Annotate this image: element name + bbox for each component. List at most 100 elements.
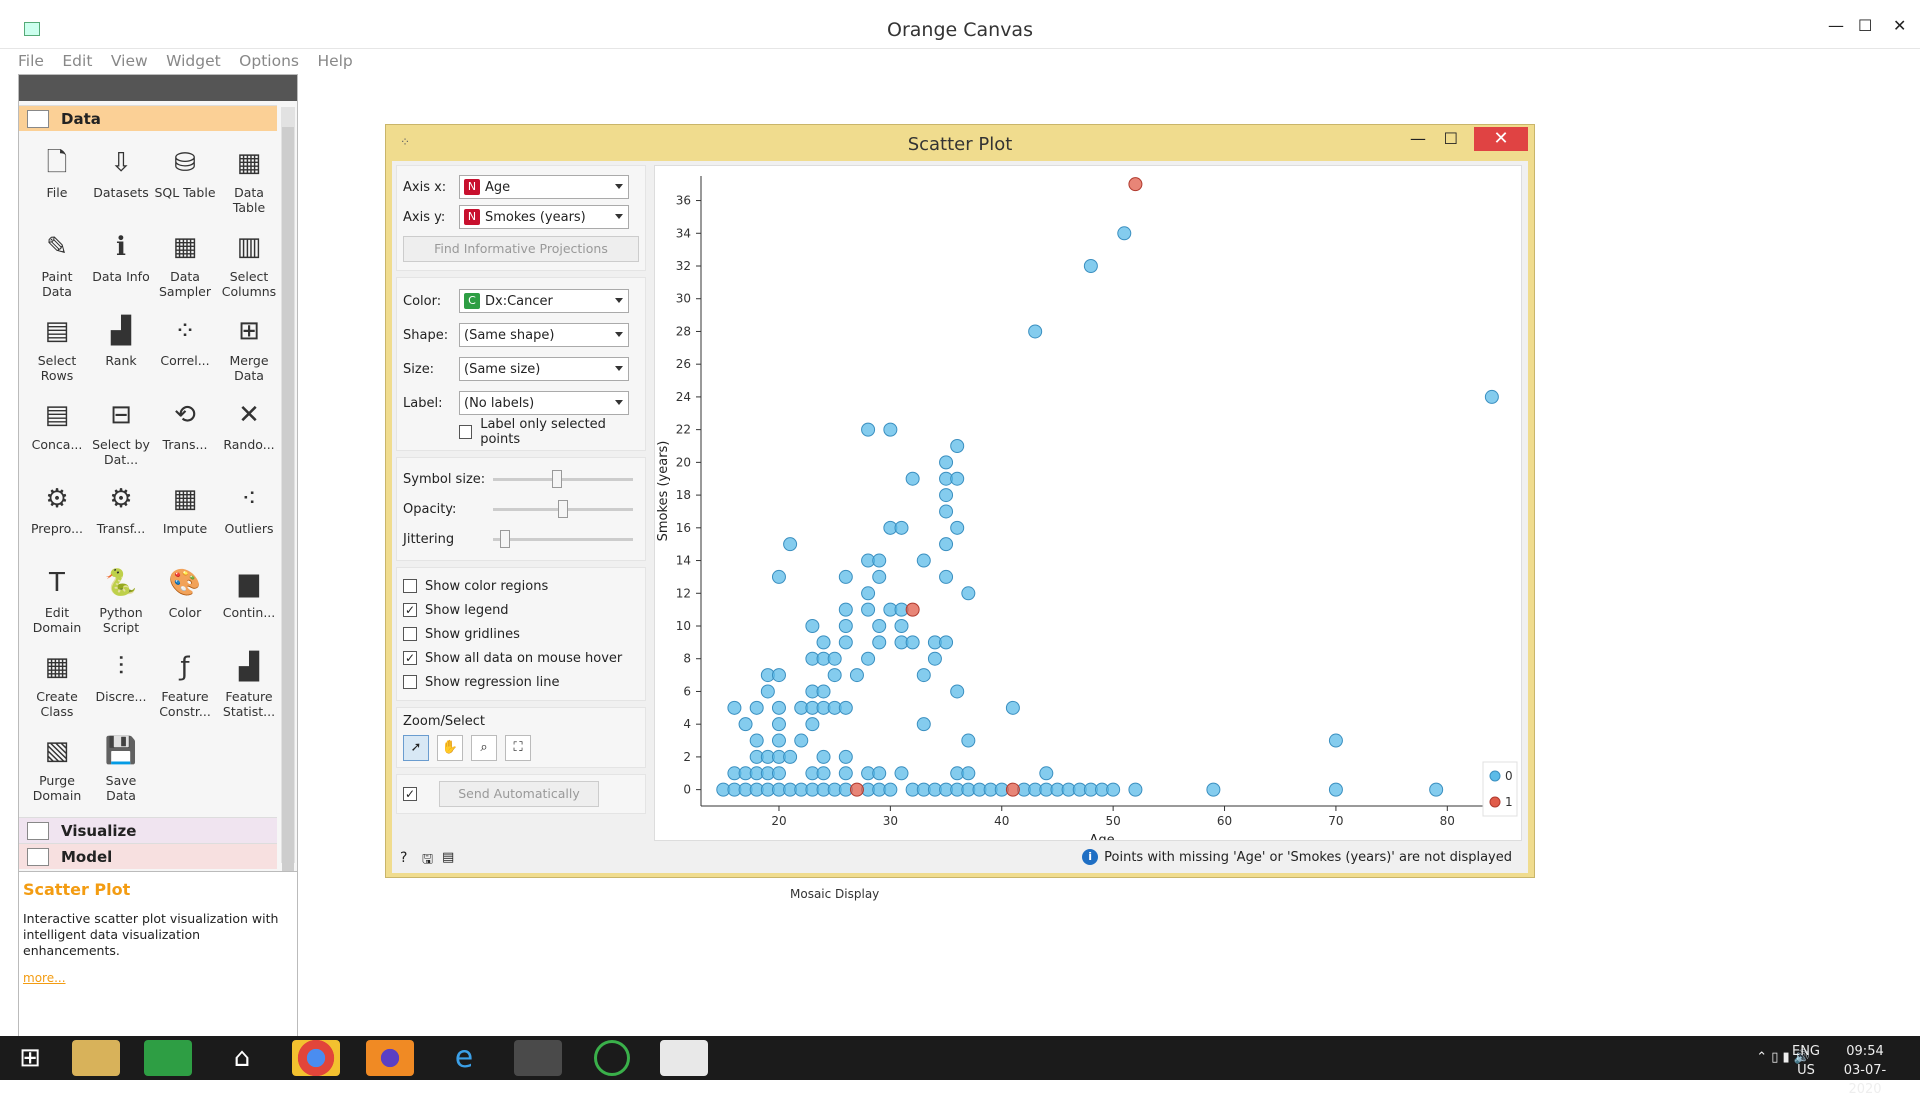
zoom-icon[interactable]: ⌕ — [471, 735, 497, 761]
menu-options[interactable]: Options — [239, 52, 299, 70]
symbol-size-track[interactable] — [493, 478, 633, 481]
scatter-chart[interactable]: 20 30 40 50 60 70 8002468101214161820222426283… — [655, 166, 1521, 848]
option-checkbox[interactable]: ✓ — [403, 603, 417, 617]
option-checkbox[interactable] — [403, 579, 417, 593]
axis-y-combo[interactable]: N Smokes (years) — [459, 205, 629, 229]
option-row[interactable]: Show color regions — [403, 574, 639, 598]
option-row[interactable]: Show regression line — [403, 670, 639, 694]
menu-help[interactable]: Help — [317, 52, 353, 70]
tool-edit-domain[interactable]: T Edit Domain — [25, 555, 89, 639]
clock[interactable]: 09:54 03-07-2020 — [1843, 1044, 1887, 1097]
tool-rank[interactable]: ▟ Rank — [89, 303, 153, 387]
option-label: Show legend — [425, 602, 509, 618]
symbol-size-slider[interactable] — [551, 470, 562, 488]
maximize-icon[interactable]: ☐ — [1443, 129, 1458, 148]
axis-x-combo[interactable]: N Age — [459, 175, 629, 199]
tool-transform[interactable]: ⚙ Transf... — [89, 471, 153, 555]
category-model[interactable]: Model — [19, 843, 277, 869]
minimize-icon[interactable]: — — [1828, 16, 1844, 35]
tool-transpose[interactable]: ⟲ Trans... — [153, 387, 217, 471]
label-combo[interactable]: (No labels) — [459, 391, 629, 415]
tool-purge-domain[interactable]: ▧ Purge Domain — [25, 723, 89, 807]
option-row[interactable]: ✓ Show legend — [403, 598, 639, 622]
pointer-select-icon[interactable]: ➚ — [403, 735, 429, 761]
tool-data-sampler[interactable]: ▦ Data Sampler — [153, 219, 217, 303]
orange-taskbar-icon[interactable] — [594, 1040, 630, 1076]
tool-impute[interactable]: ▦ Impute — [153, 471, 217, 555]
size-combo[interactable]: (Same size) — [459, 357, 629, 381]
close-icon[interactable]: ✕ — [1893, 16, 1907, 35]
jittering-track[interactable] — [493, 538, 633, 541]
tool-randomize[interactable]: ✕ Rando... — [217, 387, 281, 471]
menu-edit[interactable]: Edit — [62, 52, 93, 70]
tool-python-script[interactable]: 🐍 Python Script — [89, 555, 153, 639]
chrome-icon[interactable] — [292, 1040, 340, 1076]
tool-label: Correl... — [160, 353, 210, 368]
tool-sql-table[interactable]: ⛁ SQL Table — [153, 135, 217, 219]
tool-paint-data[interactable]: ✎ Paint Data — [25, 219, 89, 303]
menu-view[interactable]: View — [110, 52, 148, 70]
tool-discretize[interactable]: ⫶ Discre... — [89, 639, 153, 723]
canvas-node-label[interactable]: Mosaic Display — [790, 887, 880, 901]
tool-concatenate[interactable]: ▤ Conca... — [25, 387, 89, 471]
help-more-link[interactable]: more... — [23, 971, 66, 985]
file-explorer-icon[interactable] — [72, 1040, 120, 1076]
report-icon[interactable]: ▤ — [442, 850, 455, 865]
tray-icons[interactable]: ⌃ ▯ ▮ 🔊 — [1756, 1050, 1810, 1065]
tool-outliers[interactable]: ⁖ Outliers — [217, 471, 281, 555]
plot-area[interactable]: 20 30 40 50 60 70 80 0 2 4 6 8 10 12 14 16 18 20 22 24 26 28 3… — [654, 165, 1522, 848]
color-combo[interactable]: C Dx:Cancer — [459, 289, 629, 313]
document-icon[interactable] — [660, 1040, 708, 1076]
windows-start-icon[interactable]: ⊞ — [19, 1043, 41, 1073]
reset-zoom-icon[interactable]: ⛶ — [505, 735, 531, 761]
tool-color[interactable]: 🎨 Color — [153, 555, 217, 639]
internet-explorer-icon[interactable]: e — [454, 1040, 474, 1075]
tool-data-info[interactable]: ℹ Data Info — [89, 219, 153, 303]
jittering-slider[interactable] — [499, 530, 510, 548]
firefox-icon[interactable] — [366, 1040, 414, 1076]
tool-preprocess[interactable]: ⚙ Prepro... — [25, 471, 89, 555]
tool-create-class[interactable]: ▦ Create Class — [25, 639, 89, 723]
menu-file[interactable]: File — [18, 52, 44, 70]
tool-select-by-data[interactable]: ⊟ Select by Dat... — [89, 387, 153, 471]
option-row[interactable]: ✓ Show all data on mouse hover — [403, 646, 639, 670]
tool-file[interactable]: 🗋 File — [25, 135, 89, 219]
opacity-slider[interactable] — [558, 500, 568, 518]
help-icon[interactable]: ? — [400, 850, 408, 866]
legend-label: 0 — [1505, 769, 1513, 783]
app-icon[interactable] — [514, 1040, 562, 1076]
close-icon[interactable]: ✕ — [1474, 127, 1528, 151]
pan-hand-icon[interactable]: ✋ — [437, 735, 463, 761]
option-row[interactable]: Show gridlines — [403, 622, 639, 646]
maximize-icon[interactable]: ☐ — [1858, 16, 1873, 35]
minimize-icon[interactable]: — — [1410, 129, 1426, 148]
option-checkbox[interactable] — [403, 675, 417, 689]
auto-send-checkbox[interactable]: ✓ — [403, 787, 417, 801]
menu-widget[interactable]: Widget — [166, 52, 221, 70]
tool-merge-data[interactable]: ⊞ Merge Data — [217, 303, 281, 387]
store-icon[interactable] — [144, 1040, 192, 1076]
tool-correlations[interactable]: ⁘ Correl... — [153, 303, 217, 387]
save-icon[interactable]: 🖫 — [422, 852, 434, 867]
home-icon[interactable]: ⌂ — [233, 1043, 251, 1073]
find-projections-button[interactable]: Find Informative Projections — [403, 236, 639, 262]
x-tick-label: 60 — [1217, 814, 1232, 828]
tool-data-table[interactable]: ▦ Data Table — [217, 135, 281, 219]
tool-select-rows[interactable]: ▤ Select Rows — [25, 303, 89, 387]
tool-datasets[interactable]: ⇩ Datasets — [89, 135, 153, 219]
option-checkbox[interactable] — [403, 627, 417, 641]
tool-select-columns[interactable]: ▥ Select Columns — [217, 219, 281, 303]
category-data[interactable]: Data — [19, 105, 277, 131]
shape-combo[interactable]: (Same shape) — [459, 323, 629, 347]
language-indicator[interactable]: ENG US — [1791, 1044, 1820, 1078]
tool-continuize[interactable]: ▆ Contin... — [217, 555, 281, 639]
tool-feature-statistics[interactable]: ▟ Feature Statist... — [217, 639, 281, 723]
scrollbar-thumb[interactable] — [282, 127, 294, 877]
toolbox-scrollbar[interactable] — [281, 107, 295, 877]
tool-save-data[interactable]: 💾 Save Data — [89, 723, 153, 807]
send-automatically-button[interactable]: Send Automatically — [439, 781, 599, 807]
category-visualize[interactable]: Visualize — [19, 817, 277, 843]
option-checkbox[interactable]: ✓ — [403, 651, 417, 665]
label-only-selected-checkbox[interactable] — [459, 425, 473, 439]
tool-feature-constructor[interactable]: ƒ Feature Constr... — [153, 639, 217, 723]
